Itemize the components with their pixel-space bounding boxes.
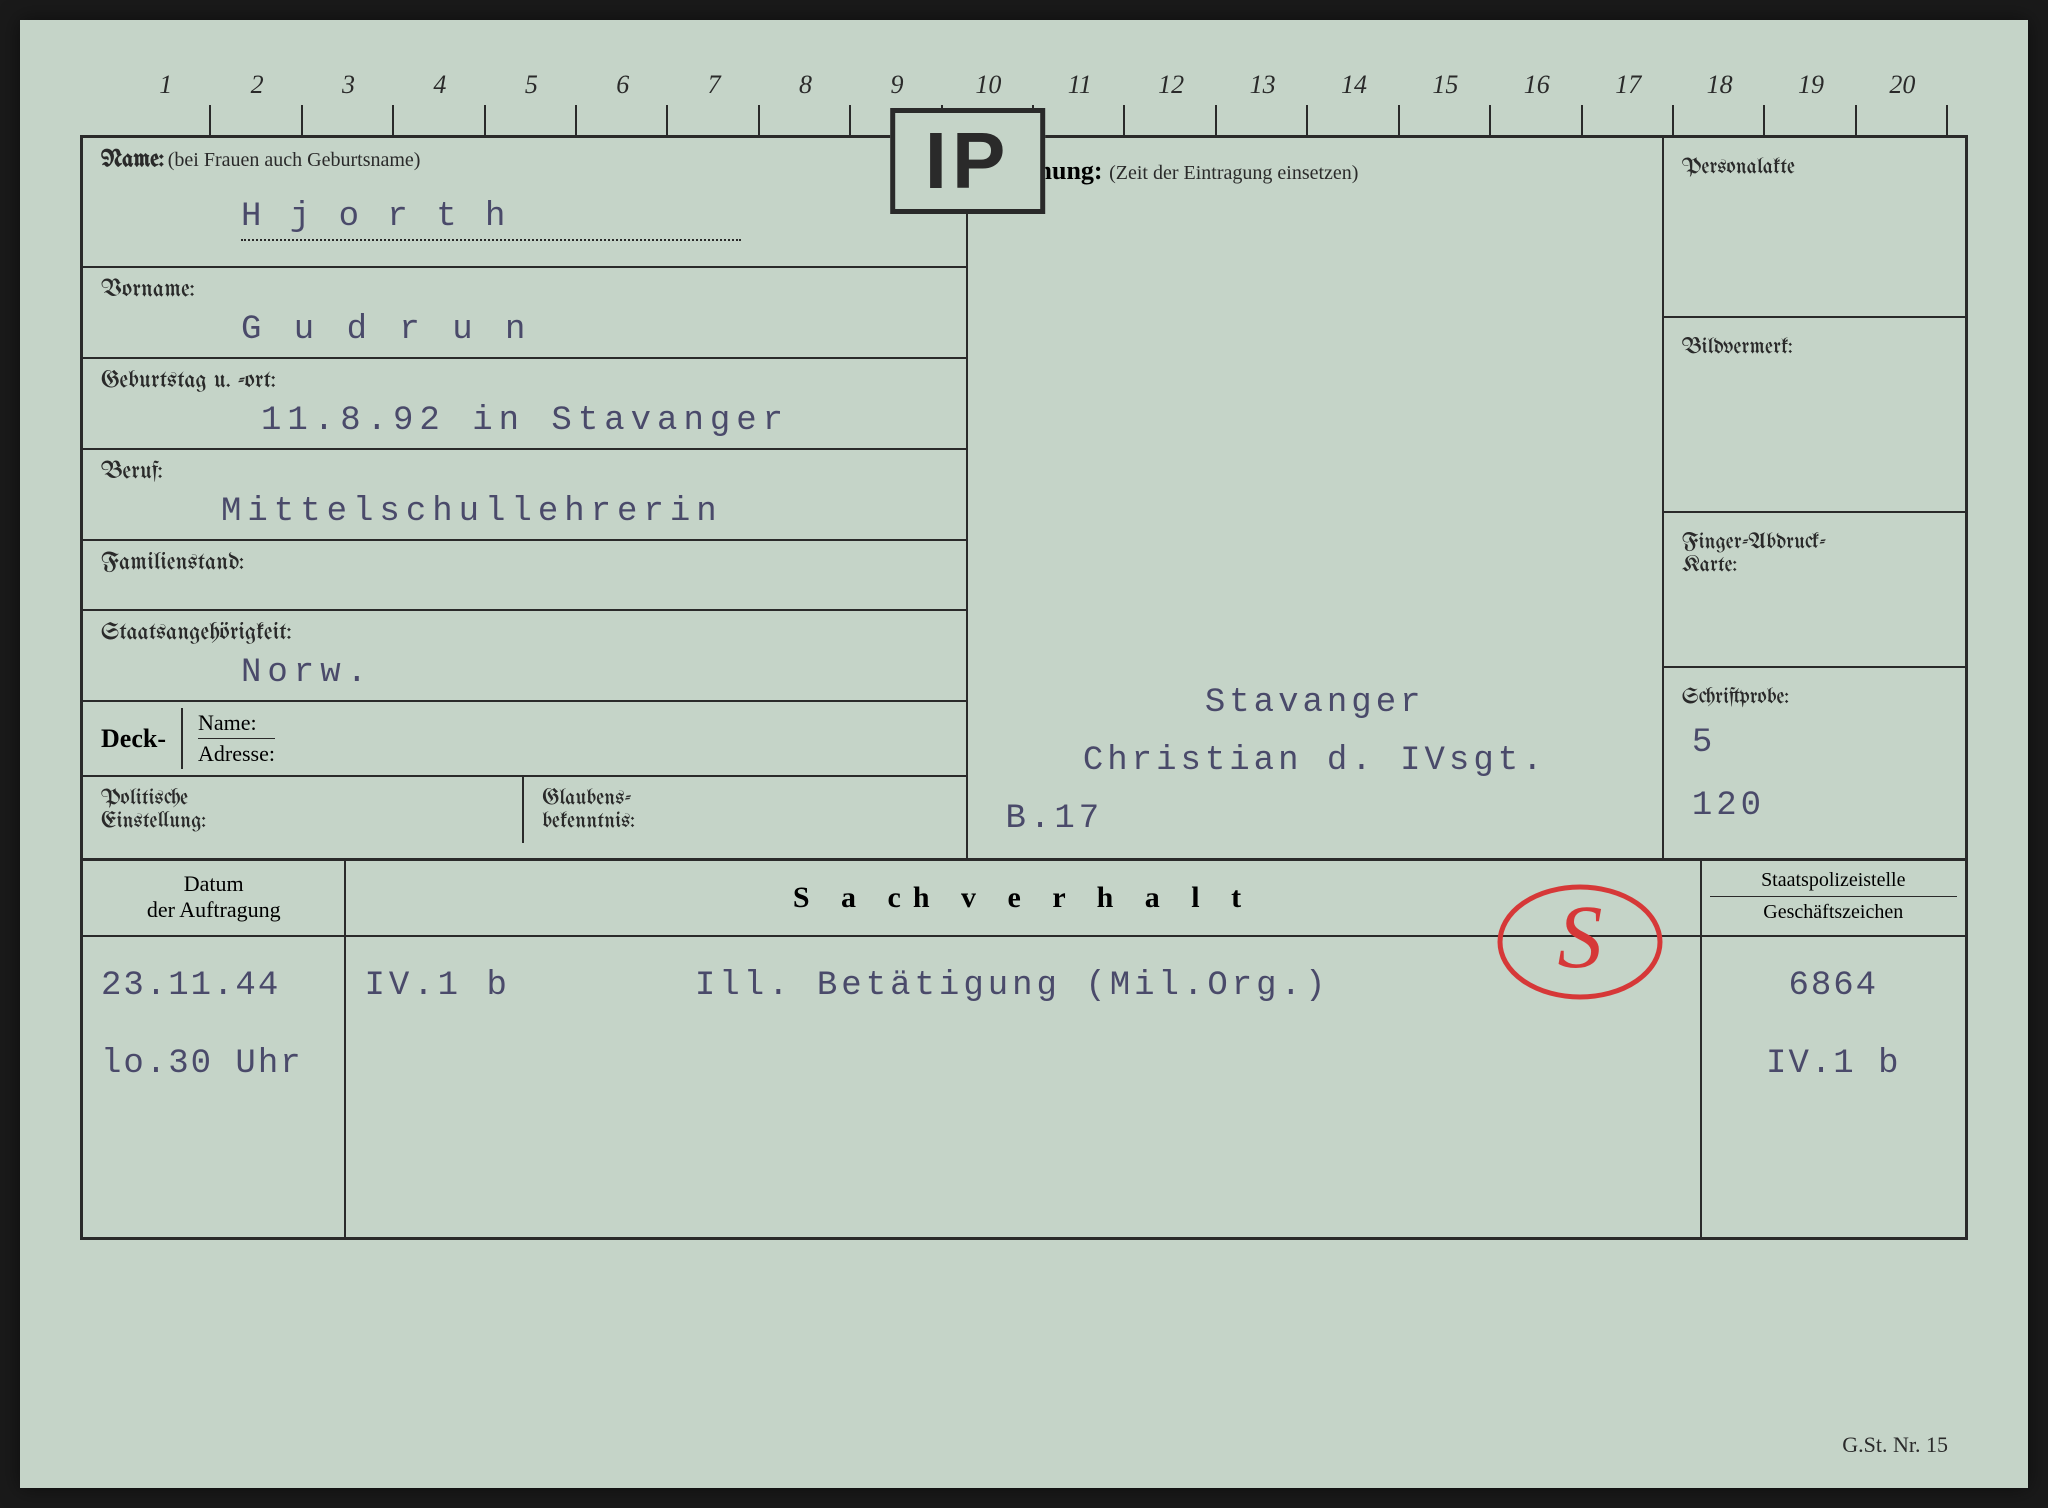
beruf-field: Beruf: Mittelschullehrerin: [83, 450, 966, 541]
glaubens-label2: bekenntnis:: [542, 810, 947, 833]
beruf-value: Mittelschullehrerin: [101, 485, 948, 531]
ruler-num: 20: [1857, 70, 1948, 130]
ruler-num: 16: [1491, 70, 1582, 130]
familien-label: Familienstand:: [101, 551, 948, 576]
wohnung-sublabel: (Zeit der Eintragung einsetzen): [1109, 162, 1358, 184]
ruler-num: 13: [1217, 70, 1308, 130]
name-field: Name: (bei Frauen auch Geburtsname) H j …: [83, 138, 966, 268]
ruler-num: 19: [1765, 70, 1856, 130]
ruler-num: 4: [394, 70, 485, 130]
stelle-label1: Staatspolizeistelle: [1710, 869, 1957, 897]
left-column: Name: (bei Frauen auch Geburtsname) H j …: [83, 138, 968, 858]
ref-value1: 6864: [1720, 967, 1947, 1005]
stelle-label2: Geschäftszeichen: [1710, 901, 1957, 924]
main-frame: IP Name: (bei Frauen auch Geburtsname) H…: [80, 135, 1968, 1240]
name-sublabel: (bei Frauen auch Geburtsname): [168, 149, 421, 171]
footer-mark: G.St. Nr. 15: [1842, 1432, 1948, 1458]
ruler-num: 1: [120, 70, 211, 130]
datum-value2: lo.30 Uhr: [101, 1005, 326, 1083]
ruler-num: 8: [760, 70, 851, 130]
ruler-num: 6: [577, 70, 668, 130]
deck-adresse-label: Adresse:: [198, 739, 275, 769]
glaubens-label1: Glaubens-: [542, 787, 947, 810]
personalakte-box: Personalakte: [1664, 138, 1965, 318]
deck-label: Deck-: [101, 724, 181, 754]
deck-sublabels: Name: Adresse:: [181, 708, 275, 769]
index-card: 1 2 3 4 5 6 7 8 9 10 11 12 13 14 15 16 1…: [20, 20, 2028, 1488]
schrift-val1: 5: [1682, 709, 1947, 762]
wohnung-header: Wohnung: (Zeit der Eintragung einsetzen): [968, 138, 1662, 204]
finger-label1: Finger-Abdruck-: [1682, 531, 1947, 554]
bildvermerk-label: Bildvermerk:: [1682, 336, 1947, 359]
red-s-letter: S: [1557, 888, 1602, 987]
politische-row: Politische Einstellung: Glaubens- bekenn…: [83, 777, 966, 843]
ruler-num: 17: [1583, 70, 1674, 130]
finger-box: Finger-Abdruck- Karte:: [1664, 513, 1965, 668]
ruler-num: 3: [303, 70, 394, 130]
vorname-label: Vorname:: [101, 278, 948, 303]
familien-field: Familienstand:: [83, 541, 966, 611]
name-value: H j o r t h: [241, 198, 741, 241]
ref-cell: 6864 IV.1 b: [1702, 937, 1965, 1237]
geburt-value: 11.8.92 in Stavanger: [101, 394, 948, 440]
schriftprobe-label: Schriftprobe:: [1682, 686, 1947, 709]
wohnung-body: Stavanger Christian d. IVsgt. B.17: [968, 684, 1662, 838]
datum-label1: Datum: [93, 871, 334, 897]
staats-field: Staatsangehörigkeit: Norw.: [83, 611, 966, 702]
bildvermerk-box: Bildvermerk:: [1664, 318, 1965, 513]
beruf-label: Beruf:: [101, 460, 948, 485]
datum-value1: 23.11.44: [101, 967, 326, 1005]
top-section: Name: (bei Frauen auch Geburtsname) H j …: [83, 138, 1965, 858]
sachverhalt-header: Datum der Auftragung S a ch v e r h a l …: [83, 858, 1965, 937]
geburt-field: Geburtstag u. -ort: 11.8.92 in Stavanger: [83, 359, 966, 450]
ruler-num: 11: [1034, 70, 1125, 130]
datum-cell: 23.11.44 lo.30 Uhr: [83, 937, 346, 1237]
personalakte-label: Personalakte: [1682, 156, 1947, 179]
datum-header: Datum der Auftragung: [83, 861, 346, 935]
ruler-num: 14: [1308, 70, 1399, 130]
right-column: Personalakte Bildvermerk: Finger-Abdruck…: [1664, 138, 1965, 858]
wohnung-line2: Christian d. IVsgt.: [986, 742, 1644, 800]
ruler-num: 2: [211, 70, 302, 130]
wohnung-column: Wohnung: (Zeit der Eintragung einsetzen)…: [968, 138, 1664, 858]
name-label: Name:: [101, 148, 164, 173]
deck-field: Deck- Name: Adresse:: [83, 702, 966, 777]
ruler-num: 18: [1674, 70, 1765, 130]
finger-label2: Karte:: [1682, 554, 1947, 577]
ruler-num: 15: [1400, 70, 1491, 130]
politische-label2: Einstellung:: [101, 810, 504, 833]
sachverhalt-cell: IV.1 b Ill. Betätigung (Mil.Org.) S: [346, 937, 1701, 1237]
ruler-num: 12: [1125, 70, 1216, 130]
ruler-num: 5: [486, 70, 577, 130]
staats-label: Staatsangehörigkeit:: [101, 621, 948, 646]
sachverhalt-body: 23.11.44 lo.30 Uhr IV.1 b Ill. Betätigun…: [83, 937, 1965, 1237]
ruler-num: 7: [668, 70, 759, 130]
vorname-field: Vorname: G u d r u n: [83, 268, 966, 359]
geburt-label: Geburtstag u. -ort:: [101, 369, 948, 394]
staats-value: Norw.: [101, 646, 948, 692]
ref-value2: IV.1 b: [1720, 1005, 1947, 1083]
stelle-header: Staatspolizeistelle Geschäftszeichen: [1702, 861, 1965, 935]
politische-cell: Politische Einstellung:: [83, 777, 524, 843]
red-pencil-mark: S: [1490, 877, 1670, 1007]
politische-label1: Politische: [101, 787, 504, 810]
schrift-val2: 120: [1682, 762, 1947, 825]
deck-name-label: Name:: [198, 708, 275, 739]
sachverhalt-text: Ill. Betätigung (Mil.Org.): [515, 967, 1330, 1005]
ip-badge: IP: [890, 108, 1046, 214]
wohnung-line3: B.17: [986, 800, 1644, 838]
schriftprobe-box: Schriftprobe: 5 120: [1664, 668, 1965, 858]
iv-value: IV.1 b: [364, 967, 510, 1005]
wohnung-line1: Stavanger: [986, 684, 1644, 742]
datum-label2: der Auftragung: [93, 897, 334, 923]
vorname-value: G u d r u n: [101, 303, 948, 349]
glaubens-cell: Glaubens- bekenntnis:: [524, 777, 965, 843]
